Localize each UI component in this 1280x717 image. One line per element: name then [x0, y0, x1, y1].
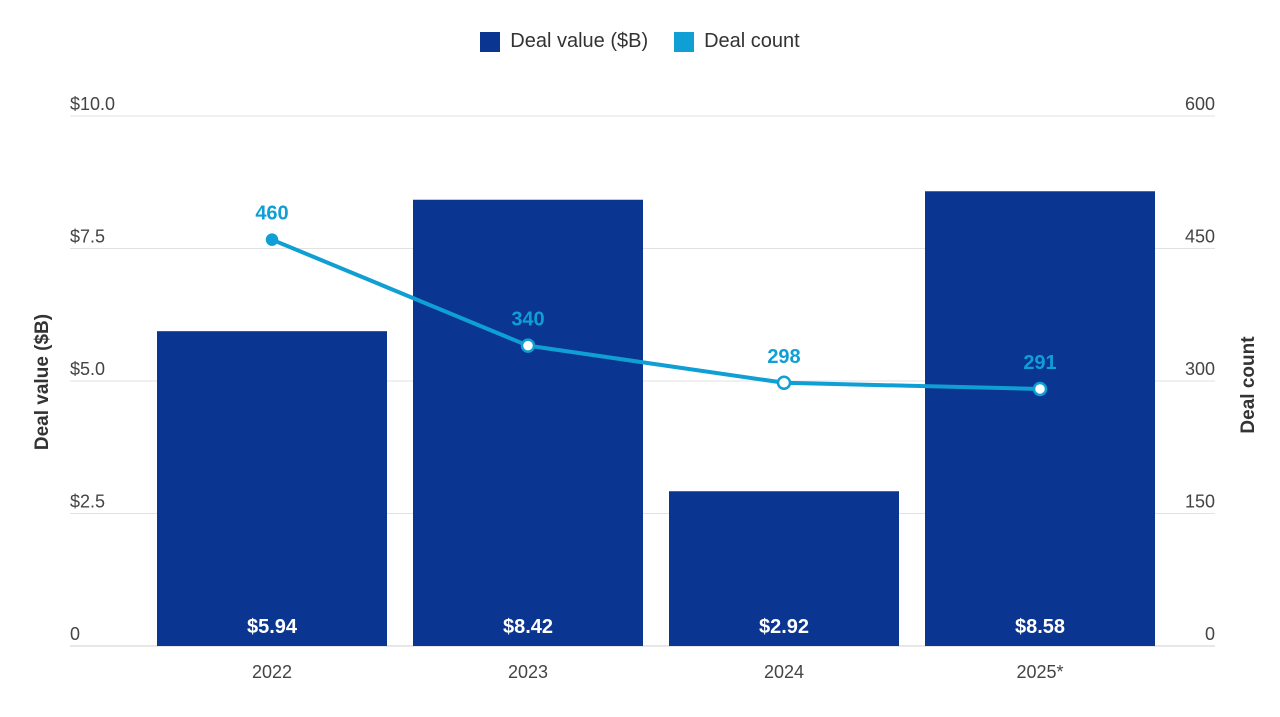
legend: Deal value ($B) Deal count	[0, 30, 1280, 53]
y-tick-left: $5.0	[70, 359, 105, 379]
y-tick-left: $7.5	[70, 227, 105, 247]
y-tick-left: $2.5	[70, 492, 105, 512]
y-tick-right: 150	[1185, 492, 1215, 512]
line-point-label: 298	[767, 346, 800, 368]
line-point-label: 340	[511, 309, 544, 331]
legend-item-deal-value: Deal value ($B)	[480, 30, 648, 53]
bar	[413, 199, 643, 647]
line-point	[265, 233, 279, 246]
y-tick-right: 450	[1185, 227, 1215, 247]
x-tick-label: 2023	[508, 662, 548, 682]
bar-value-label: $8.42	[503, 616, 553, 638]
x-tick-label: 2022	[252, 662, 292, 682]
line-point-label: 291	[1023, 352, 1056, 374]
bar-layer: $5.94 $8.42 $2.92 $8.58	[157, 191, 1155, 647]
y-axis-right-title: Deal count	[1238, 336, 1259, 434]
legend-swatch-line	[674, 31, 695, 52]
bar-value-label: $5.94	[247, 616, 298, 638]
series-line-deal-count	[270, 237, 1042, 391]
bar-value-label: $8.58	[1015, 616, 1065, 638]
legend-label-deal-count: Deal count	[704, 30, 800, 52]
line-point-label: 460	[255, 203, 288, 225]
legend-label-deal-value: Deal value ($B)	[510, 30, 649, 52]
line-point	[520, 338, 536, 353]
y-tick-right: 300	[1185, 359, 1215, 379]
y-tick-left: 0	[70, 624, 80, 644]
line-point	[1032, 381, 1048, 397]
bar	[925, 191, 1155, 646]
legend-swatch-bar	[480, 31, 501, 52]
bar	[669, 491, 899, 646]
bar	[157, 331, 387, 646]
y-axis-left-title: Deal value ($B)	[32, 314, 53, 450]
bar-value-label: $2.92	[759, 616, 809, 638]
y-tick-right: 0	[1205, 624, 1215, 644]
x-tick-label: 2024	[764, 662, 804, 682]
line-point	[776, 375, 792, 391]
legend-item-deal-count: Deal count	[674, 30, 800, 53]
y-tick-left: $10.0	[70, 94, 115, 114]
y-tick-right: 600	[1185, 94, 1215, 114]
x-tick-label: 2025*	[1016, 662, 1063, 682]
line-layer: 460 340 298 291	[255, 203, 1057, 397]
